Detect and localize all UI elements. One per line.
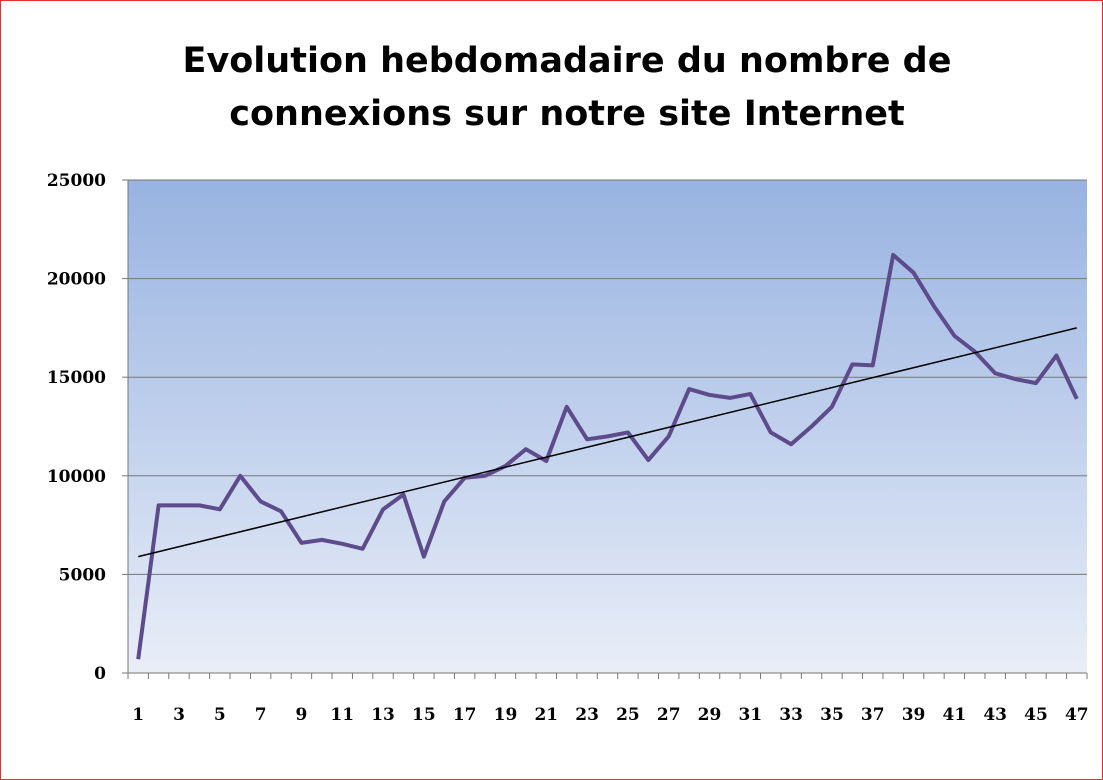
x-tick-label: 37 bbox=[861, 705, 885, 725]
x-tick-label: 23 bbox=[575, 705, 599, 725]
y-tick-label: 0 bbox=[94, 664, 106, 684]
x-tick-label: 31 bbox=[738, 705, 762, 725]
x-tick-label: 19 bbox=[494, 705, 518, 725]
y-tick-label: 5000 bbox=[59, 565, 106, 585]
x-tick-label: 29 bbox=[698, 705, 722, 725]
x-tick-label: 3 bbox=[173, 705, 185, 725]
x-tick-label: 17 bbox=[453, 705, 477, 725]
x-tick-label: 25 bbox=[616, 705, 640, 725]
chart-title: connexions sur notre site Internet bbox=[229, 94, 905, 134]
chart-title: Evolution hebdomadaire du nombre de bbox=[183, 41, 952, 81]
x-tick-label: 41 bbox=[943, 705, 967, 725]
x-tick-label: 47 bbox=[1065, 705, 1089, 725]
x-tick-label: 21 bbox=[534, 705, 558, 725]
x-tick-label: 13 bbox=[371, 705, 395, 725]
y-tick-label: 20000 bbox=[47, 270, 106, 290]
x-tick-label: 35 bbox=[820, 705, 844, 725]
x-tick-label: 1 bbox=[132, 705, 144, 725]
y-tick-label: 15000 bbox=[47, 368, 106, 388]
x-tick-label: 7 bbox=[255, 705, 267, 725]
data-line bbox=[136, 252, 1079, 660]
x-tick-label: 43 bbox=[983, 705, 1007, 725]
x-tick-label: 11 bbox=[330, 705, 354, 725]
x-tick-label: 15 bbox=[412, 705, 436, 725]
x-tick-label: 9 bbox=[296, 705, 308, 725]
x-tick-label: 33 bbox=[779, 705, 803, 725]
y-tick-label: 25000 bbox=[47, 171, 106, 191]
x-tick-label: 39 bbox=[902, 705, 926, 725]
x-tick-label: 5 bbox=[214, 705, 226, 725]
plot-area bbox=[128, 180, 1087, 673]
y-tick-label: 10000 bbox=[47, 467, 106, 487]
trend-line bbox=[138, 327, 1077, 558]
x-tick-label: 45 bbox=[1024, 705, 1048, 725]
x-tick-label: 27 bbox=[657, 705, 681, 725]
